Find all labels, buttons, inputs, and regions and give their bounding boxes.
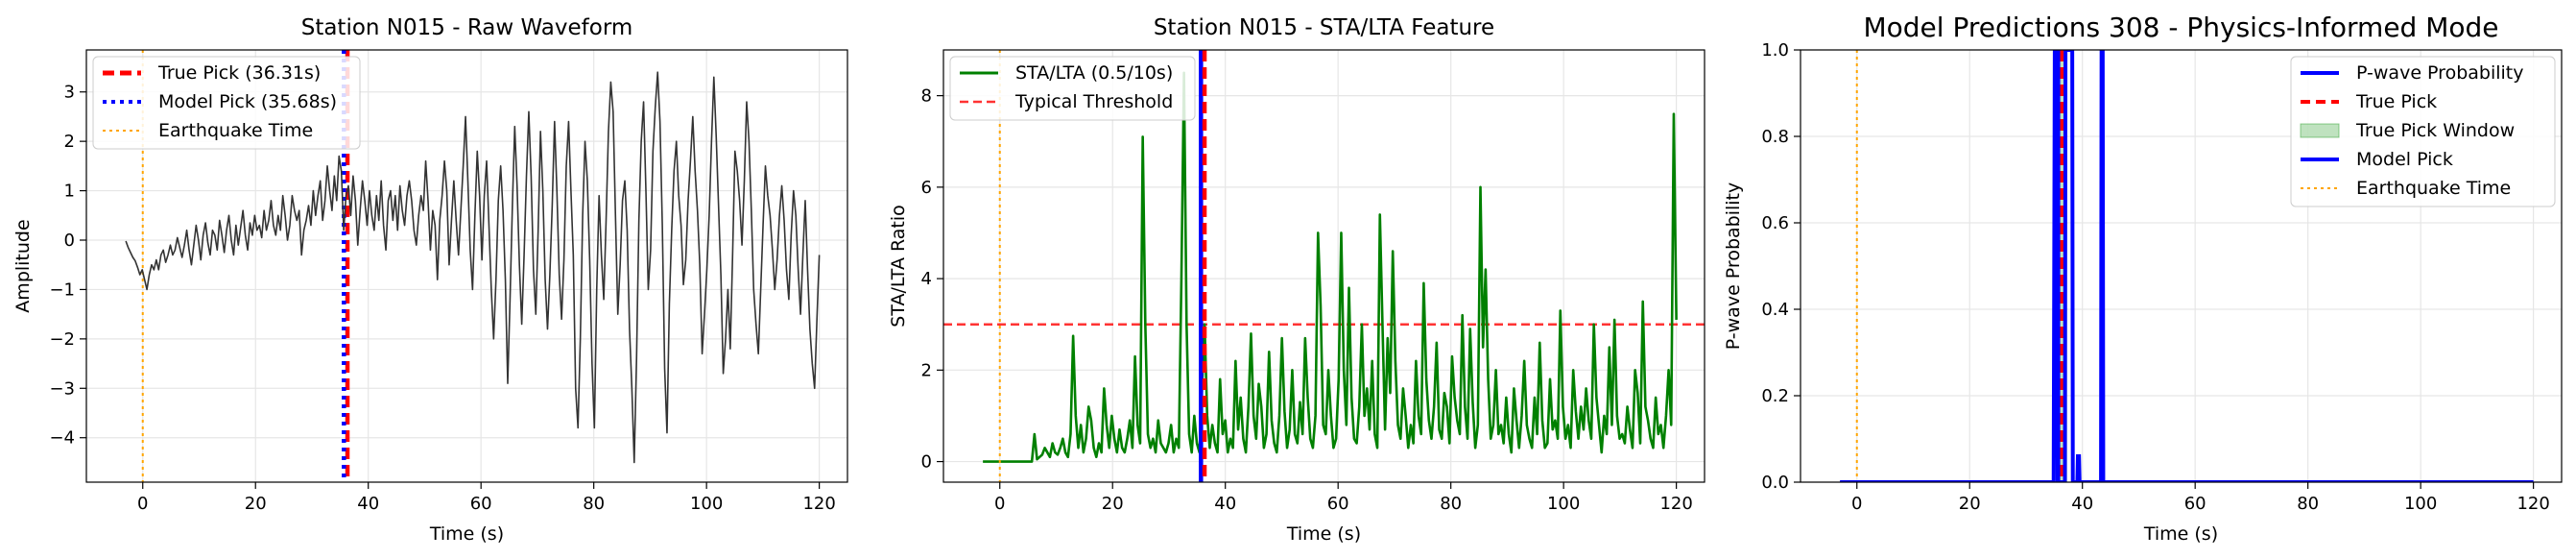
y-tick-label: 2 [921,360,932,380]
x-axis-ticks: 0 20 40 60 80 100 120 [137,482,836,514]
y-axis-ticks: −4 −3 −2 −1 0 1 2 3 [49,83,86,449]
x-tick-label: 100 [690,494,723,514]
legend-label-threshold: Typical Threshold [1014,91,1173,112]
x-tick-label: 0 [137,494,148,514]
y-axis-label: Amplitude [12,219,34,312]
x-tick-label: 20 [1959,494,1981,514]
panel-raw-waveform: Station N015 - Raw Waveform 0 20 40 60 80 100… [12,15,848,545]
y-axis-ticks: 0.0 0.2 0.4 0.6 0.8 1.0 [1761,40,1801,493]
y-tick-label: 0.8 [1761,127,1789,147]
legend-label-true-pick: True Pick (36.31s) [157,62,321,84]
grid [943,50,1705,482]
waveform-line [125,71,821,464]
y-axis-ticks: 0 2 4 6 8 [921,86,943,473]
x-tick-label: 60 [1327,494,1349,514]
legend: STA/LTA (0.5/10s) Typical Threshold [949,56,1196,121]
x-axis-label: Time (s) [2143,523,2218,545]
x-tick-label: 120 [1659,494,1692,514]
sta-lta-line [983,71,1678,463]
reference-lines [1855,50,2064,482]
x-tick-label: 100 [1547,494,1580,514]
legend-label-model-pick: Model Pick (35.68s) [158,91,337,112]
x-tick-label: 60 [2184,494,2206,514]
plot-frame [1800,49,2563,483]
y-tick-label: 0.2 [1761,386,1789,406]
x-tick-label: 40 [2071,494,2093,514]
y-tick-label: 0.6 [1761,213,1789,233]
y-tick-label: 0 [64,231,75,251]
y-tick-label: −2 [49,329,75,350]
y-tick-label: 8 [921,86,932,107]
y-tick-label: 1 [64,182,75,202]
panel-sta-lta: Station N015 - STA/LTA Feature 0 20 40 60 80… [888,15,1705,545]
y-tick-label: 1.0 [1761,40,1789,61]
chart-title: Station N015 - STA/LTA Feature [1154,15,1494,40]
x-tick-label: 20 [245,494,267,514]
y-tick-label: 3 [64,83,75,103]
y-tick-label: 4 [921,269,932,289]
panel-model-predictions: Model Predictions 308 - Physics-Informed… [1723,12,2563,545]
y-tick-label: 0 [921,452,932,473]
y-axis-label: STA/LTA Ratio [888,205,909,328]
x-tick-label: 80 [583,494,605,514]
x-tick-label: 0 [994,494,1005,514]
chart-title: Model Predictions 308 - Physics-Informed… [1863,12,2498,43]
x-tick-label: 40 [1214,494,1236,514]
plot-frame [942,49,1705,483]
legend-label-true-pick-window: True Pick Window [2355,120,2515,141]
x-tick-label: 0 [1851,494,1862,514]
legend: True Pick (36.31s) Model Pick (35.68s) E… [92,56,361,150]
y-tick-label: 0.0 [1761,473,1789,493]
x-tick-label: 20 [1102,494,1124,514]
y-axis-label: P-wave Probability [1723,182,1744,351]
legend-label-p-wave-probability: P-wave Probability [2356,62,2524,84]
x-axis-ticks: 0 20 40 60 80 100 120 [1851,482,2550,514]
x-axis-label: Time (s) [429,523,504,545]
x-tick-label: 100 [2404,494,2437,514]
legend-label-sta-lta: STA/LTA (0.5/10s) [1015,62,1173,84]
x-axis-ticks: 0 20 40 60 80 100 120 [994,482,1693,514]
reference-lines [998,50,1207,482]
y-tick-label: 2 [64,132,75,152]
y-tick-label: −1 [49,280,75,300]
y-tick-label: 0.4 [1761,300,1789,320]
legend: P-wave Probability True Pick True Pick W… [2290,56,2556,207]
chart-title: Station N015 - Raw Waveform [301,15,633,40]
legend-swatch-true-pick-window [2300,123,2340,138]
x-tick-label: 40 [357,494,379,514]
y-tick-label: −3 [49,378,75,399]
legend-label-model-pick: Model Pick [2356,149,2453,170]
x-tick-label: 120 [802,494,835,514]
x-axis-label: Time (s) [1286,523,1361,545]
legend-label-earthquake-time: Earthquake Time [2356,178,2511,199]
x-tick-label: 120 [2516,494,2549,514]
plot-frame [85,49,848,483]
y-tick-label: −4 [49,428,75,449]
x-tick-label: 80 [1440,494,1462,514]
x-tick-label: 60 [470,494,492,514]
legend-label-true-pick: True Pick [2355,91,2437,112]
y-tick-label: 6 [921,178,932,198]
x-tick-label: 80 [2297,494,2319,514]
legend-label-earthquake-time: Earthquake Time [158,120,313,141]
